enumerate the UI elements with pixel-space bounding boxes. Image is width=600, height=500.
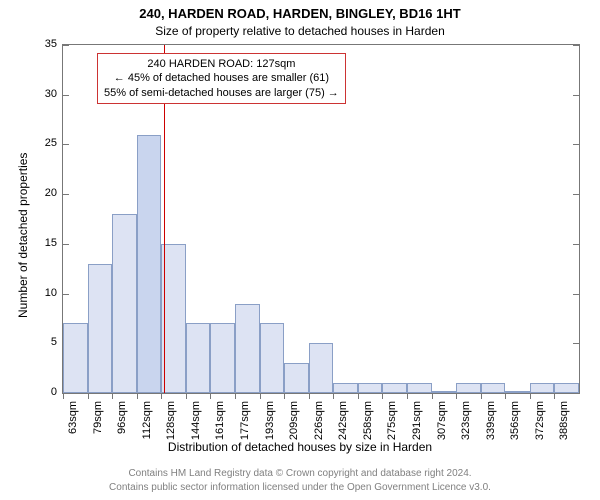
ytick-mark <box>63 144 69 145</box>
xtick-label: 339sqm <box>485 401 497 445</box>
xtick-mark <box>309 393 310 399</box>
ytick-label: 20 <box>33 187 57 199</box>
xtick-label: 323sqm <box>460 401 472 445</box>
histogram-bar <box>260 323 285 393</box>
xtick-mark <box>88 393 89 399</box>
histogram-bar <box>235 304 260 393</box>
xtick-mark <box>235 393 236 399</box>
xtick-label: 209sqm <box>288 401 300 445</box>
xtick-mark <box>137 393 138 399</box>
histogram-bar <box>137 135 162 394</box>
ytick-label: 25 <box>33 137 57 149</box>
y-axis-label: Number of detached properties <box>16 153 30 318</box>
histogram-bar <box>432 391 457 393</box>
xtick-label: 388sqm <box>558 401 570 445</box>
ytick-label: 35 <box>33 38 57 50</box>
histogram-bar <box>481 383 506 393</box>
xtick-mark <box>481 393 482 399</box>
ytick-mark <box>573 144 579 145</box>
xtick-label: 144sqm <box>190 401 202 445</box>
chart-subtitle: Size of property relative to detached ho… <box>0 24 600 38</box>
xtick-label: 112sqm <box>141 401 153 445</box>
xtick-mark <box>333 393 334 399</box>
histogram-bar <box>407 383 432 393</box>
histogram-bar <box>456 383 481 393</box>
ytick-label: 10 <box>33 287 57 299</box>
xtick-mark <box>432 393 433 399</box>
xtick-mark <box>284 393 285 399</box>
histogram-bar <box>186 323 211 393</box>
ytick-mark <box>63 244 69 245</box>
ytick-mark <box>63 95 69 96</box>
xtick-mark <box>505 393 506 399</box>
xtick-mark <box>63 393 64 399</box>
xtick-label: 79sqm <box>92 401 104 445</box>
histogram-bar <box>88 264 113 393</box>
xtick-mark <box>382 393 383 399</box>
footer-copyright-2: Contains public sector information licen… <box>0 482 600 493</box>
xtick-mark <box>530 393 531 399</box>
annotation-line: 55% of semi-detached houses are larger (… <box>104 86 339 100</box>
ytick-mark <box>63 294 69 295</box>
ytick-mark <box>573 95 579 96</box>
xtick-label: 63sqm <box>67 401 79 445</box>
xtick-label: 356sqm <box>509 401 521 445</box>
x-axis-label: Distribution of detached houses by size … <box>0 440 600 454</box>
chart-title-address: 240, HARDEN ROAD, HARDEN, BINGLEY, BD16 … <box>0 6 600 21</box>
ytick-mark <box>573 194 579 195</box>
xtick-mark <box>260 393 261 399</box>
ytick-label: 30 <box>33 88 57 100</box>
xtick-label: 275sqm <box>386 401 398 445</box>
plot-area: 0510152025303563sqm79sqm96sqm112sqm128sq… <box>62 44 580 394</box>
ytick-mark <box>63 194 69 195</box>
histogram-bar <box>309 343 334 393</box>
histogram-bar <box>554 383 579 393</box>
xtick-label: 177sqm <box>239 401 251 445</box>
ytick-mark <box>573 393 579 394</box>
xtick-mark <box>210 393 211 399</box>
xtick-label: 96sqm <box>116 401 128 445</box>
xtick-label: 226sqm <box>313 401 325 445</box>
xtick-label: 291sqm <box>411 401 423 445</box>
histogram-bar <box>112 214 137 393</box>
xtick-label: 193sqm <box>264 401 276 445</box>
footer-copyright-1: Contains HM Land Registry data © Crown c… <box>0 468 600 479</box>
xtick-label: 161sqm <box>214 401 226 445</box>
annotation-line: ← 45% of detached houses are smaller (61… <box>104 71 339 85</box>
annotation-box: 240 HARDEN ROAD: 127sqm← 45% of detached… <box>97 53 346 104</box>
xtick-label: 307sqm <box>436 401 448 445</box>
ytick-mark <box>573 244 579 245</box>
ytick-mark <box>573 343 579 344</box>
xtick-mark <box>161 393 162 399</box>
xtick-label: 372sqm <box>534 401 546 445</box>
ytick-mark <box>573 45 579 46</box>
histogram-bar <box>505 391 530 393</box>
histogram-bar <box>284 363 309 393</box>
histogram-bar <box>333 383 358 393</box>
annotation-line: 240 HARDEN ROAD: 127sqm <box>104 57 339 71</box>
xtick-mark <box>456 393 457 399</box>
ytick-mark <box>63 45 69 46</box>
histogram-bar <box>530 383 555 393</box>
ytick-label: 0 <box>33 386 57 398</box>
ytick-label: 5 <box>33 336 57 348</box>
xtick-label: 242sqm <box>337 401 349 445</box>
xtick-label: 258sqm <box>362 401 374 445</box>
histogram-bar <box>358 383 383 393</box>
xtick-mark <box>112 393 113 399</box>
histogram-bar <box>382 383 407 393</box>
histogram-bar <box>63 323 88 393</box>
xtick-mark <box>186 393 187 399</box>
xtick-label: 128sqm <box>165 401 177 445</box>
xtick-mark <box>554 393 555 399</box>
ytick-mark <box>573 294 579 295</box>
xtick-mark <box>358 393 359 399</box>
histogram-bar <box>210 323 235 393</box>
ytick-label: 15 <box>33 237 57 249</box>
xtick-mark <box>407 393 408 399</box>
